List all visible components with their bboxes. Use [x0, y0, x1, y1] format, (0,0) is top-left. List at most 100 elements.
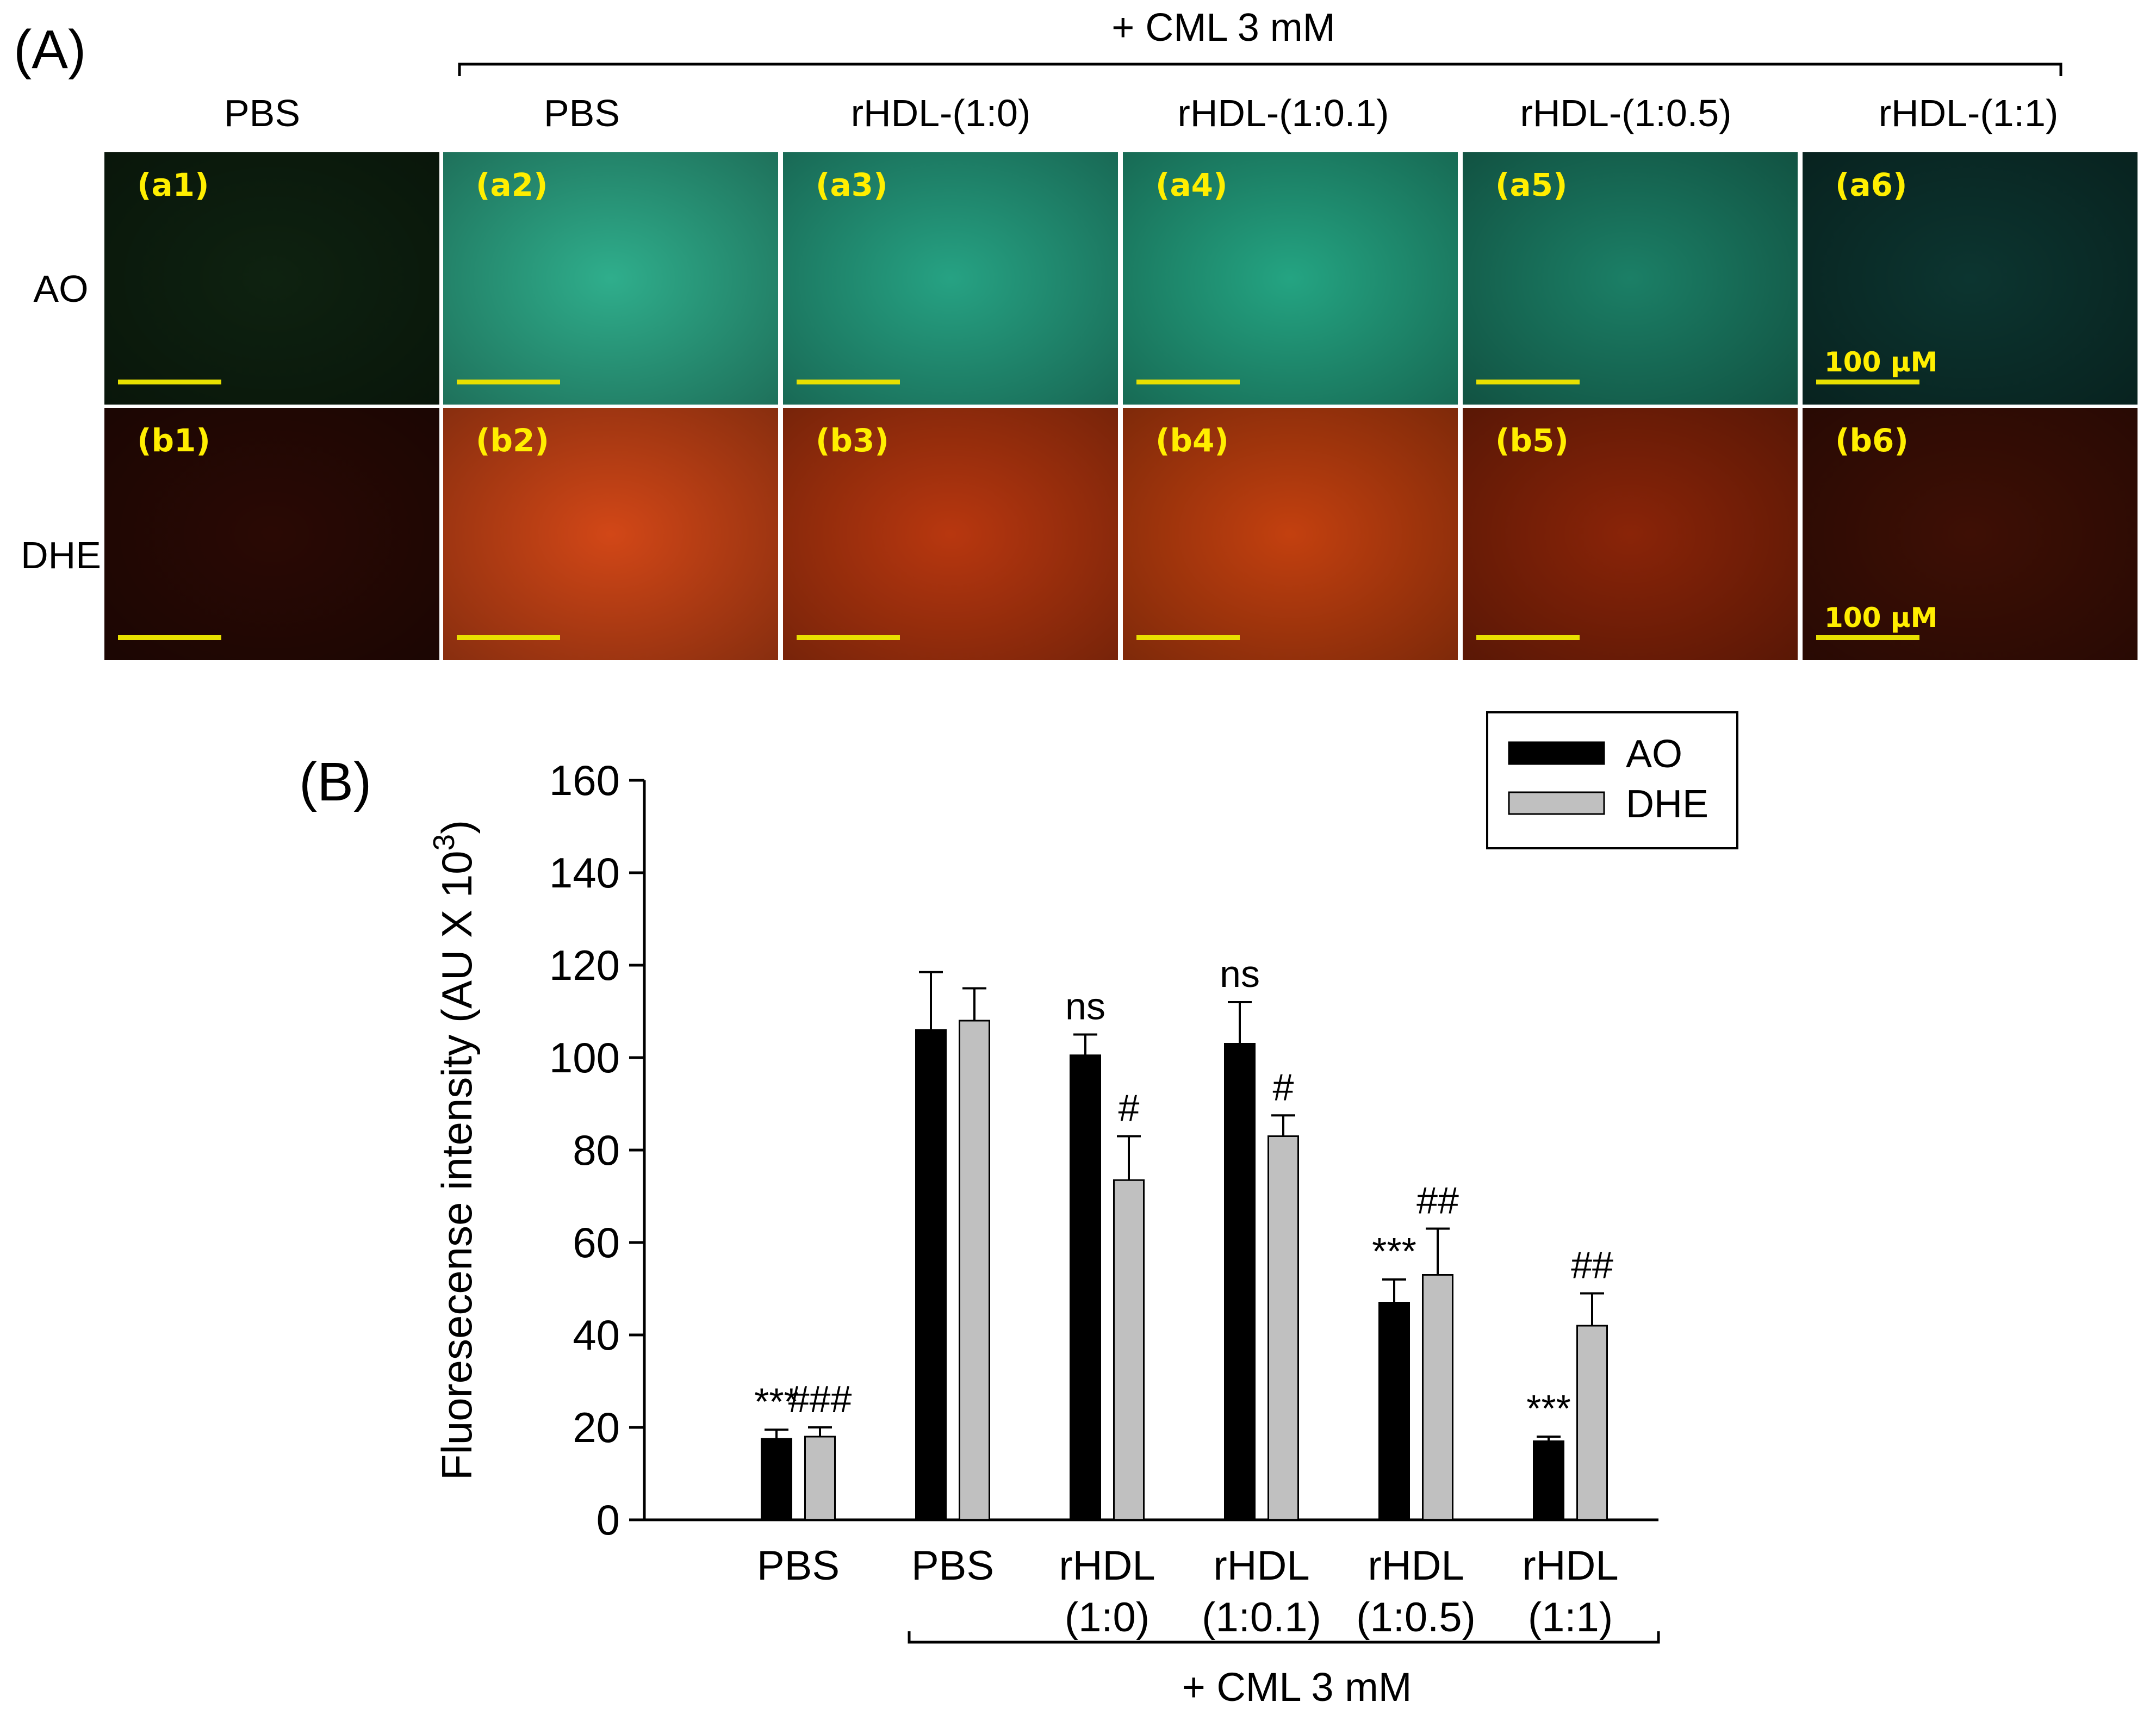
row-label-ao: AO [33, 268, 88, 310]
micrograph-label: (a4) [1155, 166, 1228, 203]
micrograph-label: (a5) [1495, 166, 1568, 203]
micrograph-label: (b3) [816, 422, 889, 459]
column-headers: PBS PBS rHDL-(1:0) rHDL-(1:0.1) rHDL-(1:0.5)… [224, 92, 2058, 134]
micrograph-label: (b6) [1835, 422, 1909, 459]
x-category-label: rHDL [1522, 1543, 1618, 1589]
y-tick-label: 0 [597, 1496, 620, 1544]
x-category-label: (1:1) [1528, 1594, 1613, 1641]
micrograph-a2: (a2) [443, 152, 778, 405]
bar-dhe [959, 1020, 990, 1521]
x-category-label: PBS [757, 1543, 840, 1589]
micrograph-label: (a3) [816, 166, 888, 203]
y-tick-label: 60 [573, 1219, 620, 1266]
panel-a-bracket [458, 63, 2062, 76]
scale-bar [1136, 380, 1240, 384]
x-category-label: rHDL [1059, 1543, 1155, 1589]
significance-mark: # [1119, 1087, 1140, 1129]
significance-mark: ns [1220, 953, 1260, 995]
legend-frame [1486, 711, 1738, 849]
bar-dhe [1422, 1274, 1453, 1521]
y-tick-label: 40 [573, 1311, 620, 1359]
column-header-5: rHDL-(1:0.5) [1520, 92, 1732, 134]
scale-bar [797, 380, 900, 384]
column-header-1: PBS [224, 92, 300, 134]
bar-chart: 0 20 40 60 80 100 120 140 160 Fluoresecense inten… [427, 711, 1738, 1710]
micrograph-a3: (a3) [783, 152, 1118, 405]
panel-b-label: (B) [299, 751, 371, 812]
bar-ao [1224, 1043, 1256, 1521]
micrograph-grid: (a1) (a2) (a3) (a4) (a5) (a6) 100 μM (b1) (b2) (b… [104, 152, 2138, 660]
scale-bar-label: 100 μM [1824, 346, 1937, 378]
y-tick-label: 80 [573, 1126, 620, 1174]
legend: AO DHE [1486, 711, 1738, 849]
y-tick-label: 120 [549, 941, 620, 989]
legend-label-dhe: DHE [1626, 782, 1708, 826]
micrograph-label: (b4) [1155, 422, 1229, 459]
bar-ao [761, 1438, 792, 1521]
micrograph-a4: (a4) [1123, 152, 1458, 405]
x-category-label: PBS [911, 1543, 994, 1589]
bar-ao [1533, 1440, 1564, 1521]
panel-b: (B) 0 20 40 60 80 100 120 140 160 Fluoresecense i… [299, 711, 1738, 1710]
scale-bar [1816, 635, 1919, 640]
micrograph-a1: (a1) [104, 152, 439, 405]
legend-swatch-ao [1508, 741, 1605, 765]
row-labels: AO DHE [21, 268, 101, 576]
scale-bar [1816, 380, 1919, 384]
scale-bar [457, 380, 560, 384]
micrograph-label: (b5) [1495, 422, 1569, 459]
column-header-3: rHDL-(1:0) [851, 92, 1031, 134]
significance-mark: *** [1526, 1387, 1571, 1430]
micrograph-a6: (a6) 100 μM [1803, 152, 2138, 405]
y-tick-label: 140 [549, 849, 620, 897]
scale-bar [1476, 635, 1580, 640]
micrograph-label: (a6) [1835, 166, 1908, 203]
bar-ao [1378, 1302, 1410, 1521]
micrograph-b2: (b2) [443, 408, 778, 660]
micrograph-label: (a2) [476, 166, 548, 203]
micrograph-b4: (b4) [1123, 408, 1458, 660]
column-header-2: PBS [544, 92, 620, 134]
x-category-label: rHDL [1213, 1543, 1309, 1589]
y-tick-label: 160 [549, 756, 620, 804]
y-axis-title: Fluoresecense intensity (AU X 103) [427, 820, 481, 1480]
panel-a-bracket-label: + CML 3 mM [1111, 6, 1335, 49]
panel-b-bracket [908, 1631, 1660, 1644]
x-category-label: (1:0) [1065, 1594, 1150, 1641]
column-header-4: rHDL-(1:0.1) [1178, 92, 1389, 134]
row-label-dhe: DHE [21, 534, 101, 576]
bar-dhe [1267, 1135, 1299, 1521]
panel-a: (A) + CML 3 mM PBS PBS rHDL-(1:0) rHDL-(1:0… [14, 6, 2138, 660]
bar-ao [1070, 1054, 1101, 1521]
legend-swatch-dhe [1508, 791, 1605, 815]
scale-bar-label: 100 μM [1824, 602, 1937, 633]
significance-mark: ## [1416, 1179, 1459, 1222]
column-header-6: rHDL-(1:1) [1879, 92, 2059, 134]
significance-mark: ### [788, 1378, 852, 1420]
micrograph-a5: (a5) [1463, 152, 1798, 405]
scale-bar [797, 635, 900, 640]
micrograph-b3: (b3) [783, 408, 1118, 660]
micrograph-b6: (b6) 100 μM [1803, 408, 2138, 660]
significance-mark: *** [754, 1380, 799, 1422]
significance-mark: # [1273, 1066, 1294, 1108]
significance-mark: ## [1571, 1244, 1613, 1287]
scale-bar [1476, 380, 1580, 384]
panel-a-label: (A) [14, 19, 86, 80]
micrograph-b1: (b1) [104, 408, 439, 660]
panel-b-bracket-label: + CML 3 mM [1182, 1664, 1412, 1710]
x-category-label: (1:0.1) [1202, 1594, 1321, 1641]
significance-mark: *** [1372, 1230, 1416, 1272]
scale-bar [118, 380, 221, 384]
legend-label-ao: AO [1626, 732, 1682, 776]
y-tick-label: 100 [549, 1034, 620, 1082]
bar-dhe [1113, 1179, 1145, 1521]
scale-bar [1136, 635, 1240, 640]
x-category-label: rHDL [1368, 1543, 1464, 1589]
x-category-label: (1:0.5) [1356, 1594, 1476, 1641]
bar-dhe [1576, 1325, 1608, 1521]
micrograph-label: (b1) [137, 422, 210, 459]
significance-mark: ns [1065, 985, 1105, 1028]
bar-dhe [804, 1436, 836, 1521]
